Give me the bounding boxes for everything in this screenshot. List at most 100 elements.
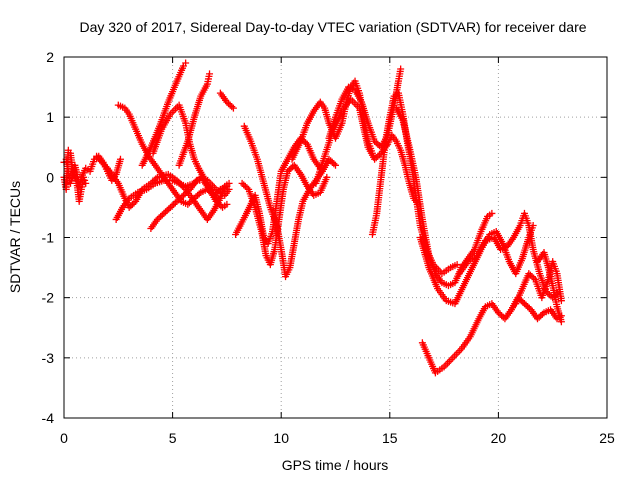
data-point	[522, 301, 530, 309]
data-point	[176, 194, 184, 202]
series-track-h	[216, 89, 237, 112]
data-point	[211, 191, 219, 199]
data-point	[209, 190, 217, 198]
data-point	[223, 98, 231, 106]
data-point	[325, 155, 333, 163]
series-track-early-1	[60, 146, 90, 205]
data-point	[494, 309, 502, 317]
y-tick-label: 2	[46, 49, 54, 65]
y-tick-label: -2	[42, 290, 55, 306]
y-tick-label: -3	[42, 350, 55, 366]
data-point	[171, 199, 179, 207]
data-point	[130, 199, 138, 207]
data-point	[285, 166, 293, 174]
y-tick-label: 1	[46, 109, 54, 125]
data-point	[173, 197, 181, 205]
data-point	[125, 203, 133, 211]
data-point	[158, 211, 166, 219]
data-point	[157, 212, 165, 220]
y-tick-label: 0	[46, 169, 54, 185]
data-point	[238, 179, 246, 187]
data-point	[128, 200, 136, 208]
series-track-f	[149, 101, 222, 202]
series-track-b	[112, 173, 233, 223]
data-point	[175, 196, 183, 204]
data-point	[525, 270, 533, 278]
y-axis-label: SDTVAR / TECUs	[7, 181, 23, 293]
data-point	[372, 154, 380, 162]
data-point	[214, 194, 222, 202]
data-point	[181, 190, 189, 198]
data-point	[206, 70, 214, 78]
data-point	[287, 164, 295, 172]
data-point	[225, 100, 233, 108]
data-point	[371, 155, 379, 163]
x-tick-label: 0	[60, 430, 68, 446]
data-point	[187, 197, 195, 205]
data-point	[371, 137, 379, 145]
data-point	[153, 215, 161, 223]
data-point	[229, 104, 237, 112]
data-point	[397, 65, 405, 73]
data-point	[240, 181, 248, 189]
y-tick-label: -1	[42, 230, 55, 246]
data-point	[498, 312, 506, 320]
data-point	[243, 184, 251, 192]
series-track-g	[175, 70, 214, 169]
data-point	[537, 312, 545, 320]
data-point	[453, 261, 461, 269]
data-point	[302, 139, 310, 147]
x-tick-label: 10	[273, 430, 289, 446]
data-point	[223, 182, 231, 190]
data-point	[163, 206, 171, 214]
data-point	[182, 59, 190, 67]
data-point	[557, 318, 565, 326]
chart-title: Day 320 of 2017, Sidereal Day-to-day VTE…	[79, 19, 586, 35]
series-track-late-2	[416, 221, 537, 308]
data-point	[81, 176, 89, 184]
data-point	[162, 208, 170, 216]
x-tick-label: 25	[599, 430, 615, 446]
series-track-mid-6	[312, 95, 422, 208]
data-point	[323, 173, 331, 181]
data-point	[372, 139, 380, 147]
series-track-late-6	[533, 249, 565, 326]
data-point	[170, 200, 178, 208]
data-point	[195, 190, 203, 198]
data-point	[524, 303, 532, 311]
data-point	[538, 310, 546, 318]
data-point	[190, 194, 198, 202]
data-point	[332, 161, 339, 169]
series-track-late-4	[418, 294, 565, 377]
series-track-late-3	[455, 209, 563, 302]
data-point	[519, 298, 527, 306]
data-point	[223, 200, 231, 208]
data-point	[284, 167, 292, 175]
data-point	[183, 188, 191, 196]
data-point	[215, 187, 223, 195]
data-point	[496, 310, 504, 318]
data-point	[374, 152, 382, 160]
data-point	[535, 313, 543, 321]
data-point	[194, 191, 202, 199]
data-point	[82, 179, 90, 187]
data-point	[160, 209, 168, 217]
series-track-mid-3	[232, 134, 324, 248]
data-point	[168, 202, 176, 210]
data-point	[208, 188, 216, 196]
marks-layer	[60, 59, 565, 377]
data-point	[116, 155, 124, 163]
data-point	[528, 273, 536, 281]
data-point	[526, 271, 534, 279]
data-point	[192, 193, 200, 201]
data-point	[166, 203, 174, 211]
data-point	[178, 193, 186, 201]
data-point	[179, 191, 187, 199]
data-point	[67, 179, 75, 187]
x-axis-label: GPS time / hours	[282, 457, 389, 473]
data-point	[328, 158, 336, 166]
data-point	[127, 202, 135, 210]
data-point	[185, 199, 193, 207]
